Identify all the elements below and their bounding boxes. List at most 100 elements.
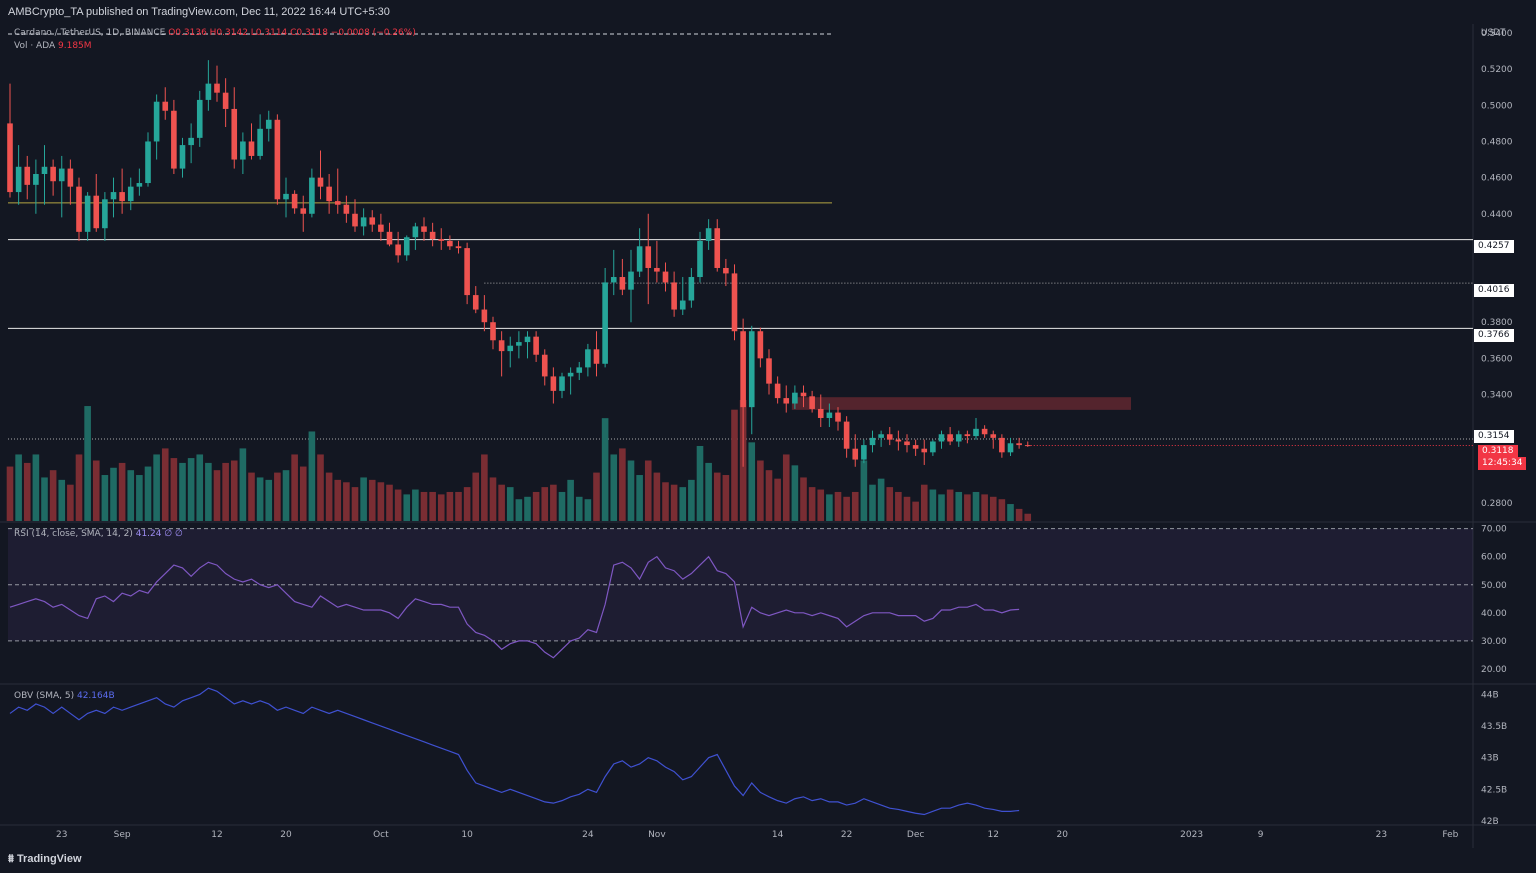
- volume-bar: [688, 479, 695, 521]
- volume-bar: [15, 454, 22, 521]
- volume-bar: [653, 472, 661, 521]
- candle-body: [455, 246, 462, 249]
- time-tick-label: 12: [211, 830, 222, 840]
- candle-body: [809, 396, 815, 409]
- volume-bar: [1024, 513, 1032, 521]
- candle-body: [516, 342, 522, 346]
- level-tag-2: 0.4016: [1474, 284, 1514, 297]
- price-tick-label: 0.5000: [1481, 101, 1513, 111]
- volume-bar: [972, 491, 980, 521]
- volume-bar: [6, 466, 14, 521]
- volume-bar: [265, 479, 273, 521]
- volume-bar: [153, 454, 160, 521]
- volume-bar: [826, 494, 833, 521]
- candle-body: [214, 83, 220, 93]
- volume-bar: [619, 448, 626, 521]
- rsi-tick-label: 40.00: [1481, 609, 1507, 619]
- volume-bar: [627, 460, 635, 521]
- candle-body: [205, 83, 212, 100]
- candle-body: [800, 392, 807, 397]
- candle-body: [110, 192, 117, 200]
- volume-bar: [912, 501, 919, 521]
- candle-body: [403, 237, 410, 256]
- candle-body: [188, 137, 194, 146]
- volume-bar: [808, 487, 816, 521]
- candle-body: [378, 224, 384, 232]
- volume-bar: [118, 462, 126, 521]
- volume-bar: [1015, 508, 1023, 521]
- volume-value: 9.185M: [58, 41, 92, 51]
- time-tick-label: 2023: [1180, 830, 1203, 840]
- volume-bar: [886, 487, 894, 521]
- time-tick-label: 12: [988, 830, 999, 840]
- volume-bar: [748, 442, 756, 521]
- volume-bar: [869, 484, 876, 521]
- rsi-tick-label: 60.00: [1481, 553, 1507, 563]
- volume-bar: [420, 491, 428, 521]
- volume-bar: [32, 454, 40, 521]
- candle-body: [76, 186, 82, 232]
- candle-body: [438, 239, 445, 241]
- volume-bar: [946, 489, 954, 521]
- symbol-name: Cardano / TetherUS, 1D, BINANCE: [14, 28, 166, 38]
- volume-bar: [110, 467, 117, 521]
- candle-body: [334, 201, 341, 205]
- volume-bar: [101, 475, 109, 521]
- time-tick-label: 20: [280, 830, 292, 840]
- candle-body: [265, 119, 272, 129]
- obv-legend[interactable]: OBV (SMA, 5) 42.164B: [14, 691, 115, 701]
- volume-bar: [860, 460, 868, 521]
- volume-bar: [575, 496, 583, 521]
- candle-body: [947, 434, 953, 442]
- volume-bar: [955, 491, 963, 521]
- candle-body: [852, 448, 859, 460]
- volume-bar: [920, 484, 928, 521]
- obv-value: 42.164B: [76, 691, 115, 701]
- volume-bar: [394, 489, 402, 521]
- symbol-legend[interactable]: Cardano / TetherUS, 1D, BINANCE O0.3136 …: [14, 28, 416, 38]
- volume-bar: [377, 482, 385, 521]
- candle-body: [386, 231, 393, 245]
- volume-bar: [179, 462, 186, 521]
- tradingview-logo[interactable]: ⩩ TradingView: [8, 853, 82, 866]
- volume-bar: [713, 472, 721, 521]
- volume-bar: [213, 470, 221, 521]
- volume-bar: [472, 472, 480, 521]
- time-tick-label: Nov: [648, 830, 666, 840]
- volume-bar: [489, 477, 497, 521]
- candle-body: [938, 434, 945, 442]
- volume-bar: [455, 491, 462, 521]
- price-tick-label: 0.4400: [1481, 210, 1513, 220]
- price-tick-label: 0.3800: [1481, 318, 1513, 328]
- volume-bar: [368, 479, 376, 521]
- volume-bar: [429, 491, 436, 521]
- rsi-legend[interactable]: RSI (14, close, SMA, 14, 2) 41.24 ∅ ∅: [14, 529, 183, 539]
- rsi-tick-label: 50.00: [1481, 581, 1507, 591]
- time-tick-label: 10: [461, 830, 473, 840]
- volume-bar: [662, 482, 669, 521]
- candle-body: [878, 434, 884, 438]
- volume-bar: [334, 479, 342, 521]
- volume-bar: [696, 445, 704, 521]
- candle-body: [283, 193, 289, 200]
- volume-series: [6, 400, 1032, 521]
- volume-bar: [601, 418, 609, 521]
- candle-body: [843, 421, 850, 449]
- rsi-line: [9, 555, 1020, 659]
- volume-bar: [524, 496, 531, 521]
- volume-bar: [325, 472, 333, 521]
- volume-bar: [403, 494, 411, 521]
- candle-body: [300, 208, 307, 214]
- candle-body: [636, 246, 643, 272]
- tradingview-brand: TradingView: [16, 853, 82, 865]
- candle-body: [412, 226, 419, 238]
- candle-body: [464, 248, 470, 296]
- price-tick-label: 0.3400: [1481, 390, 1513, 400]
- volume-bar: [567, 479, 574, 521]
- candle-body: [58, 168, 65, 182]
- candle-body: [395, 244, 401, 256]
- time-tick-label: 9: [1258, 830, 1264, 840]
- volume-legend[interactable]: Vol · ADA 9.185M: [14, 41, 92, 51]
- candle-body: [524, 336, 531, 343]
